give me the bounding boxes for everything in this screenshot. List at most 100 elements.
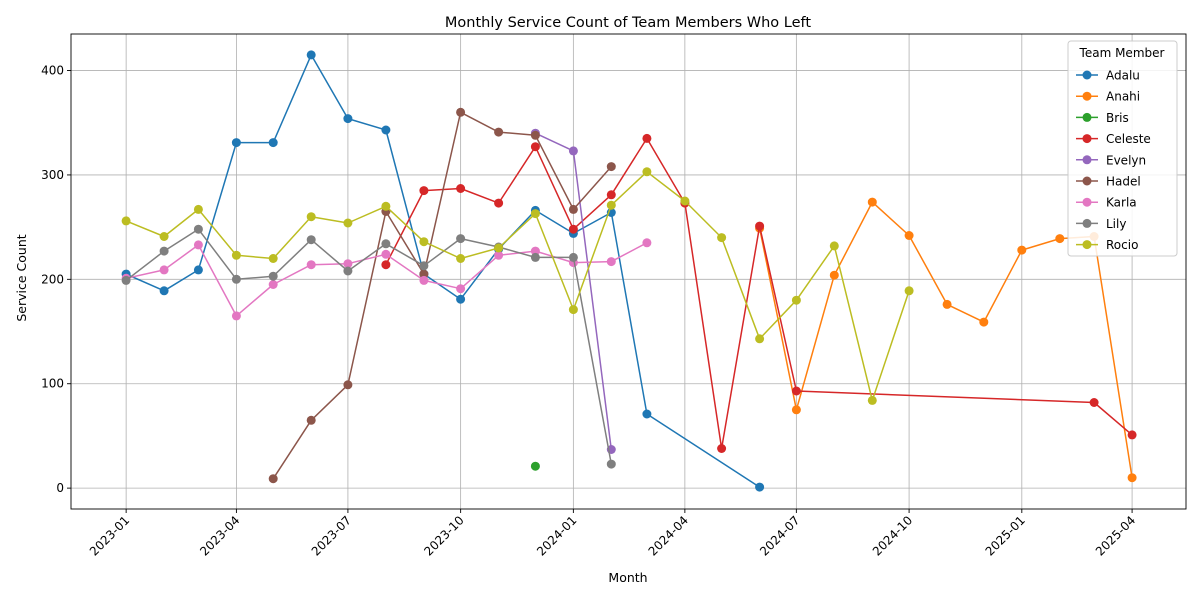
series-line xyxy=(125,54,761,488)
data-point xyxy=(530,209,540,219)
data-point xyxy=(606,200,616,210)
data-point xyxy=(381,239,391,249)
series-line xyxy=(125,171,910,402)
legend-title: Team Member xyxy=(1079,46,1165,60)
legend-marker xyxy=(1082,134,1092,144)
series-karla xyxy=(121,238,652,321)
data-point xyxy=(419,237,429,247)
data-point xyxy=(159,246,169,256)
plot-frame xyxy=(70,33,1187,510)
grid-lines xyxy=(71,34,1186,509)
data-point xyxy=(642,133,652,143)
legend-item-anahi: Anahi xyxy=(1076,90,1140,104)
data-point xyxy=(343,114,353,124)
legend-label: Bris xyxy=(1106,111,1129,125)
data-point xyxy=(343,266,353,276)
data-point xyxy=(306,212,316,222)
series-line xyxy=(125,228,613,465)
data-point xyxy=(494,243,504,253)
y-tick-label: 400 xyxy=(41,64,64,78)
data-point xyxy=(494,198,504,208)
data-point xyxy=(942,299,952,309)
data-point xyxy=(829,241,839,251)
series-layer xyxy=(121,50,1137,492)
data-point xyxy=(381,260,391,270)
series-bris xyxy=(530,461,540,471)
data-point xyxy=(867,197,877,207)
legend-label: Evelyn xyxy=(1106,153,1146,167)
data-point xyxy=(159,286,169,296)
data-point xyxy=(159,265,169,275)
data-point xyxy=(306,235,316,245)
data-point xyxy=(456,284,466,294)
data-point xyxy=(494,127,504,137)
legend-item-adalu: Adalu xyxy=(1076,69,1140,83)
data-point xyxy=(193,265,203,275)
data-point xyxy=(791,405,801,415)
series-line xyxy=(385,137,1133,450)
series-lily xyxy=(121,224,616,469)
data-point xyxy=(530,246,540,256)
chart-title: Monthly Service Count of Team Members Wh… xyxy=(445,15,811,31)
legend-marker xyxy=(1082,197,1092,207)
legend-label: Karla xyxy=(1106,196,1137,210)
data-point xyxy=(530,130,540,140)
legend: Team Member Adalu Anahi Bris Celeste Evelyn H… xyxy=(1067,40,1178,257)
data-point xyxy=(791,386,801,396)
data-point xyxy=(979,317,989,327)
data-point xyxy=(904,231,914,240)
y-tick-label: 300 xyxy=(41,168,64,182)
data-point xyxy=(904,286,914,296)
legend-item-lily: Lily xyxy=(1076,217,1126,231)
legend-marker xyxy=(1082,240,1092,250)
y-tick-label: 100 xyxy=(41,377,64,391)
data-point xyxy=(717,233,727,243)
legend-item-karla: Karla xyxy=(1076,196,1137,210)
data-point xyxy=(791,295,801,305)
data-point xyxy=(419,261,429,271)
data-point xyxy=(231,274,241,284)
data-point xyxy=(456,107,466,117)
data-point xyxy=(268,254,278,263)
legend-item-evelyn: Evelyn xyxy=(1076,153,1146,167)
data-point xyxy=(568,204,578,214)
legend-label: Adalu xyxy=(1106,69,1140,83)
legend-items: Adalu Anahi Bris Celeste Evelyn Hadel Karla Lil… xyxy=(1076,69,1151,252)
data-point xyxy=(568,146,578,156)
data-point xyxy=(343,259,353,269)
data-point xyxy=(1127,473,1137,483)
data-point xyxy=(268,280,278,289)
data-point xyxy=(456,234,466,244)
data-point xyxy=(306,415,316,425)
legend-item-hadel: Hadel xyxy=(1076,175,1141,189)
y-tick-label: 200 xyxy=(41,272,64,286)
data-point xyxy=(456,254,466,263)
data-point xyxy=(494,250,504,260)
legend-label: Hadel xyxy=(1106,175,1141,189)
data-point xyxy=(530,252,540,262)
data-point xyxy=(381,201,391,211)
data-point xyxy=(231,250,241,260)
legend-marker xyxy=(1082,91,1092,101)
data-point xyxy=(121,216,131,226)
data-point xyxy=(606,162,616,172)
data-point xyxy=(456,184,466,193)
data-point xyxy=(867,395,877,405)
data-point xyxy=(231,138,241,148)
legend-marker xyxy=(1082,70,1092,80)
x-axis-label: Month xyxy=(608,570,647,585)
data-point xyxy=(381,249,391,259)
data-point xyxy=(680,196,690,206)
data-point xyxy=(159,232,169,241)
data-point xyxy=(419,275,429,285)
data-point xyxy=(1017,245,1027,255)
data-point xyxy=(642,238,652,248)
data-point xyxy=(121,275,131,285)
data-point xyxy=(606,257,616,267)
legend-label: Celeste xyxy=(1106,132,1151,146)
data-point xyxy=(343,218,353,228)
y-tick-label: 0 xyxy=(56,481,64,495)
data-point xyxy=(530,461,540,471)
data-point xyxy=(755,334,765,344)
